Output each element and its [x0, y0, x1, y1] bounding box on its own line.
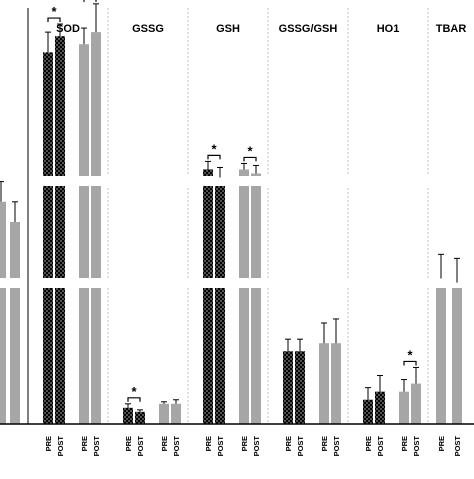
significance-star: * [407, 347, 413, 362]
bar [251, 173, 261, 424]
bar [55, 36, 65, 424]
bar [0, 201, 6, 424]
tick-label: PRE [364, 436, 373, 451]
tick-label: POST [453, 436, 462, 457]
bar [123, 407, 133, 424]
axis-break [0, 278, 474, 288]
panel-title: GSH [216, 23, 240, 35]
bar [411, 383, 421, 424]
bar [363, 399, 373, 424]
tick-label: PRE [284, 436, 293, 451]
panel-title: HO1 [377, 23, 400, 35]
tick-label: POST [412, 436, 421, 457]
panel-title: SOD [56, 23, 80, 35]
significance-bracket [403, 360, 417, 366]
panel-title: GSSG/GSH [279, 23, 338, 35]
tick-label: POST [376, 436, 385, 457]
bar [91, 32, 101, 425]
bar [331, 343, 341, 424]
significance-star: * [131, 384, 137, 399]
x-axis [0, 8, 474, 425]
tick-label: POST [92, 436, 101, 457]
tick-label: PRE [437, 436, 446, 451]
significance-star: * [211, 141, 217, 156]
bar [436, 278, 446, 424]
bar [10, 222, 20, 424]
bar [43, 52, 53, 424]
bar [79, 44, 89, 425]
tick-label: POST [136, 436, 145, 457]
tick-label: PRE [160, 436, 169, 451]
significance-markers: ****** [47, 0, 417, 402]
significance-star: * [51, 4, 57, 19]
bar [283, 351, 293, 424]
significance-bracket [207, 154, 221, 160]
error-bars [0, 3, 460, 412]
axis-breaks [0, 176, 474, 288]
bar [399, 391, 409, 424]
tick-label: PRE [124, 436, 133, 451]
bar [319, 343, 329, 424]
tick-label: PRE [204, 436, 213, 451]
bar [135, 411, 145, 424]
tick-label: PRE [44, 436, 53, 451]
tick-label: POST [296, 436, 305, 457]
tick-label: POST [332, 436, 341, 457]
bar [159, 403, 169, 424]
tick-label: POST [56, 436, 65, 457]
tick-labels: PRE POST PRE POST PRE POST PRE POST PRE POST PRE PO… [44, 436, 462, 457]
panel-title: GSSG [132, 23, 164, 35]
tick-label: POST [216, 436, 225, 457]
bar [295, 351, 305, 424]
tick-label: PRE [320, 436, 329, 451]
tick-label: PRE [240, 436, 249, 451]
bar [171, 403, 181, 424]
tick-label: PRE [80, 436, 89, 451]
bar [375, 391, 385, 424]
axis-break [0, 176, 474, 186]
bars [0, 32, 462, 425]
significance-bracket [243, 156, 257, 162]
bar [452, 282, 462, 424]
bar [239, 169, 249, 424]
significance-bracket [83, 0, 97, 2]
significance-bracket [47, 17, 61, 23]
tick-label: PRE [400, 436, 409, 451]
significance-star: * [247, 143, 253, 158]
significance-bracket [127, 397, 141, 402]
bar [203, 169, 213, 424]
panel-title: TBAR [436, 23, 467, 35]
tick-label: POST [172, 436, 181, 457]
panel-titles: SOD GSSG GSH GSSG/GSH HO1 TBAR [56, 23, 466, 35]
tick-label: POST [252, 436, 261, 457]
bar [215, 177, 225, 424]
